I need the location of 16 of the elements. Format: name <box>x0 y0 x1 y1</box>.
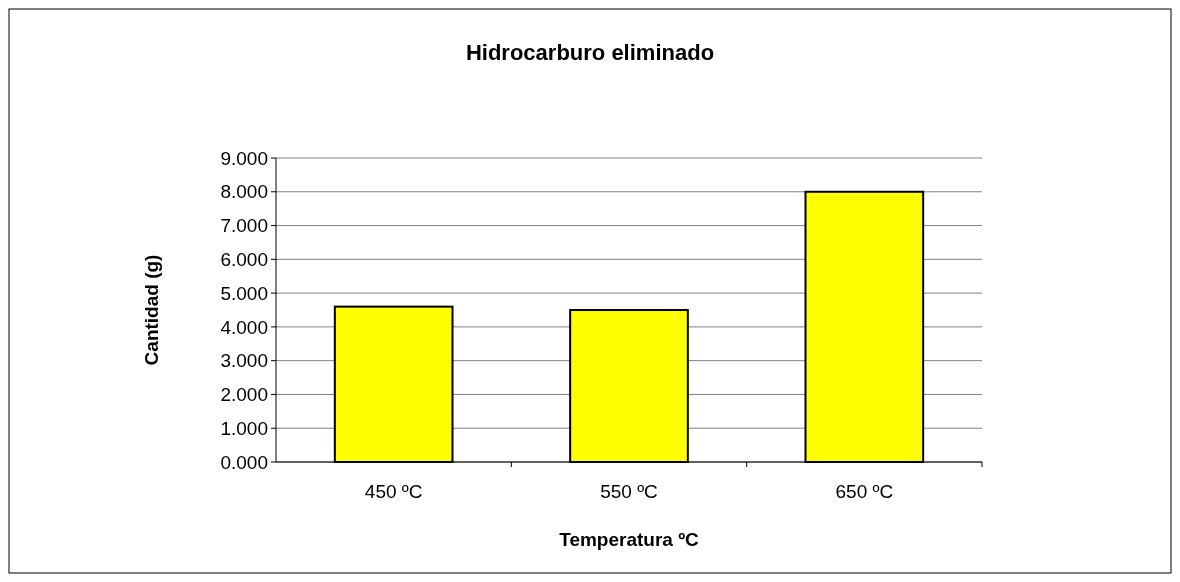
x-tick-label: 650 ºC <box>835 481 894 502</box>
y-tick-label: 2.000 <box>220 384 268 406</box>
y-tick-label: 6.000 <box>220 248 268 270</box>
x-tick-label: 550 ºC <box>600 481 658 502</box>
x-axis-title: Temperatura ºC <box>559 529 700 550</box>
y-tick-label: 4.000 <box>220 316 268 338</box>
y-tick-label: 8.000 <box>220 181 268 203</box>
y-tick-label: 1.000 <box>220 417 268 439</box>
y-tick-label: 5.000 <box>220 282 268 304</box>
y-tick-label: 3.000 <box>220 350 268 372</box>
y-tick-label: 7.000 <box>220 215 268 237</box>
chart-title: Hidrocarburo eliminado <box>465 40 715 65</box>
y-tick-label: 0.000 <box>220 451 268 473</box>
x-tick-label: 450 ºC <box>364 481 423 502</box>
y-axis-title: Cantidad (g) <box>141 254 162 366</box>
y-tick-label: 9.000 <box>220 147 268 169</box>
